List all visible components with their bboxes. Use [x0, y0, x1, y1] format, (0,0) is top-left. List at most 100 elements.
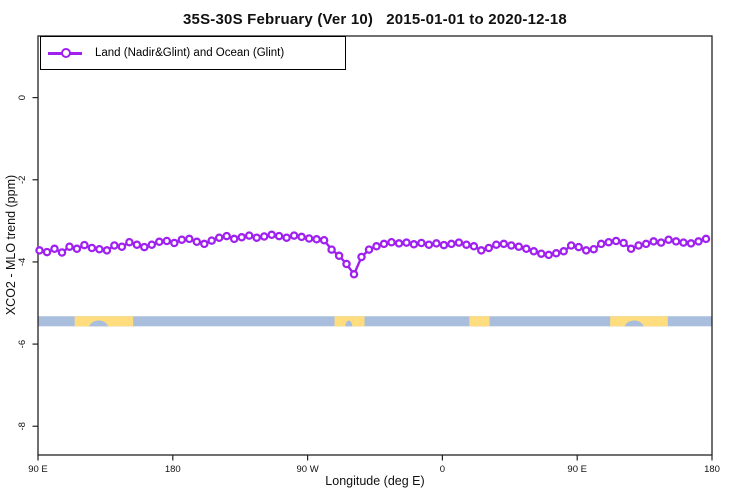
data-point-marker	[319, 235, 329, 245]
legend-line-marker-icon	[48, 48, 82, 58]
data-point-marker	[514, 242, 524, 251]
data-point-marker	[229, 234, 239, 244]
data-point-marker	[72, 244, 82, 254]
plot-border	[37, 35, 713, 456]
data-point-marker	[596, 239, 606, 249]
data-point-marker	[200, 239, 209, 249]
data-point-marker	[312, 235, 321, 244]
data-point-marker	[477, 246, 486, 255]
data-point-marker	[327, 245, 336, 254]
data-point-marker	[641, 239, 651, 249]
data-point-marker	[244, 231, 254, 240]
data-point-marker	[581, 246, 591, 255]
data-point-marker	[177, 235, 187, 244]
data-point-marker	[529, 247, 539, 256]
data-point-marker	[282, 233, 291, 242]
data-point-marker	[125, 237, 134, 247]
data-point-marker	[634, 241, 643, 250]
x-tick-label: 180	[165, 464, 181, 475]
data-point-marker	[424, 240, 434, 249]
data-point-marker	[537, 249, 546, 258]
data-point-marker	[140, 242, 149, 252]
data-point-marker	[469, 242, 479, 251]
data-point-marker	[342, 259, 351, 269]
data-point-marker	[492, 240, 501, 249]
data-point-marker	[686, 239, 696, 248]
data-point-marker	[102, 246, 112, 255]
data-point-marker	[522, 244, 531, 254]
data-point-marker	[566, 241, 576, 250]
data-point-marker	[80, 240, 89, 250]
data-point-marker	[551, 249, 561, 258]
data-point-marker	[65, 242, 74, 251]
x-axis-ticks: 90 E 180 90 W 0 90 E 180	[28, 455, 720, 475]
x-tick-label: 90 E	[28, 464, 48, 475]
data-point-marker	[35, 246, 44, 255]
data-point-marker	[701, 234, 711, 244]
data-point-marker	[402, 238, 411, 247]
data-points	[35, 230, 711, 279]
y-tick-label: -6	[17, 340, 28, 348]
data-point-marker	[304, 234, 314, 243]
data-point-marker	[626, 244, 636, 254]
data-point-marker	[432, 239, 441, 248]
data-point-marker	[117, 242, 127, 251]
ocean-notch	[89, 320, 109, 327]
data-point-marker	[110, 241, 119, 250]
data-point-marker	[259, 232, 269, 241]
data-point-marker	[679, 238, 688, 247]
data-point-marker	[289, 231, 299, 240]
y-axis-ticks: 0 -2 -4 -6 -8	[17, 95, 38, 430]
data-point-marker	[42, 247, 52, 257]
data-point-marker	[237, 233, 246, 242]
data-point-marker	[349, 270, 359, 279]
x-tick-label: 90 W	[297, 464, 319, 475]
data-point-marker	[364, 245, 374, 254]
data-point-marker	[162, 236, 172, 246]
chart-title: 35S-30S February (Ver 10) 2015-01-01 to …	[183, 11, 567, 28]
data-point-marker	[574, 242, 583, 252]
data-point-marker	[454, 238, 464, 247]
data-point-marker	[372, 242, 381, 251]
y-tick-label: -4	[17, 258, 28, 266]
data-point-marker	[544, 250, 553, 260]
data-point-marker	[664, 235, 673, 244]
ocean-notch	[624, 320, 644, 327]
land-segment	[469, 316, 490, 327]
data-point-marker	[214, 233, 224, 242]
data-point-marker	[297, 232, 306, 242]
data-point-marker	[252, 233, 261, 242]
data-point-marker	[694, 237, 703, 246]
ocean-notch	[345, 320, 353, 327]
data-point-marker	[192, 237, 202, 247]
data-point-marker	[50, 244, 59, 254]
data-point-marker	[155, 237, 164, 247]
data-point-marker	[274, 231, 284, 241]
x-axis-title: Longitude (deg E)	[325, 474, 425, 488]
data-point-marker	[379, 239, 389, 249]
data-point-marker	[656, 238, 666, 247]
land-segment	[74, 316, 134, 327]
data-point-marker	[387, 237, 396, 247]
y-tick-label: -8	[17, 422, 28, 430]
data-point-marker	[267, 230, 276, 240]
data-point-marker	[447, 239, 456, 249]
data-point-marker	[611, 236, 621, 246]
legend: Land (Nadir&Glint) and Ocean (Glint)	[40, 36, 346, 70]
data-point-marker	[604, 237, 613, 247]
x-tick-label: 90 E	[567, 464, 587, 475]
land-segment	[610, 316, 668, 327]
x-tick-label: 0	[440, 464, 445, 475]
data-point-marker	[649, 237, 658, 246]
data-point-marker	[147, 240, 157, 249]
data-point-marker	[439, 240, 449, 250]
data-point-marker	[499, 239, 509, 249]
data-point-marker	[484, 243, 494, 253]
data-point-marker	[417, 238, 426, 248]
legend-label: Land (Nadir&Glint) and Ocean (Glint)	[95, 47, 285, 59]
data-point-marker	[170, 238, 179, 248]
data-point-marker	[671, 237, 681, 246]
data-point-marker	[357, 252, 366, 262]
data-point-marker	[334, 251, 344, 261]
